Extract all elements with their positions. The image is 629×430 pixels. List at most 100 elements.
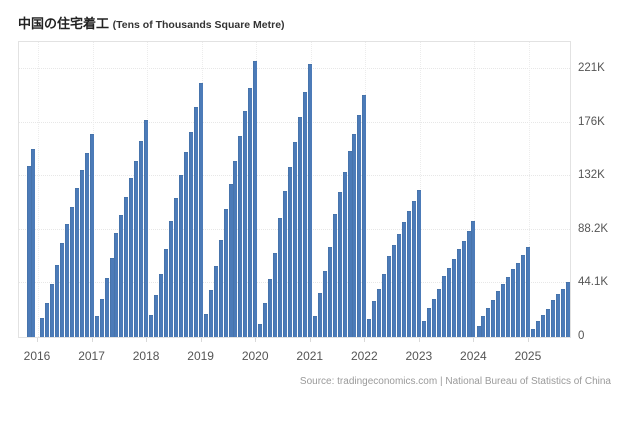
bar[interactable] [74,187,79,337]
bar[interactable] [540,315,545,337]
bar[interactable] [188,131,193,337]
bar[interactable] [268,278,273,337]
bar[interactable] [387,256,392,337]
bar[interactable] [193,107,198,337]
bar[interactable] [491,300,496,337]
bar[interactable] [109,257,114,337]
bar[interactable] [307,64,312,337]
bar[interactable] [64,224,69,337]
bar[interactable] [526,247,531,337]
bar[interactable] [218,240,223,337]
bar[interactable] [302,92,307,337]
bar[interactable] [278,218,283,337]
bar[interactable] [466,230,471,337]
bar[interactable] [79,170,84,337]
bar[interactable] [94,316,99,337]
bar[interactable] [144,119,149,337]
bar[interactable] [99,298,104,337]
bar[interactable] [337,192,342,337]
bar[interactable] [297,117,302,337]
bar[interactable] [203,314,208,337]
bar[interactable] [402,221,407,337]
bar[interactable] [178,175,183,337]
bar[interactable] [292,142,297,337]
bar[interactable] [421,320,426,337]
bar[interactable] [104,278,109,337]
bar[interactable] [253,60,258,337]
bar[interactable] [516,262,521,337]
bar[interactable] [317,293,322,337]
bar[interactable] [312,316,317,337]
bar[interactable] [521,255,526,337]
bar[interactable] [164,249,169,337]
bar[interactable] [273,252,278,337]
bar[interactable] [545,308,550,337]
bar[interactable] [134,160,139,337]
bar[interactable] [228,184,233,337]
bar[interactable] [114,232,119,337]
bar[interactable] [461,240,466,337]
bar[interactable] [198,82,203,337]
bar[interactable] [426,307,431,337]
bar[interactable] [456,249,461,337]
bar[interactable] [342,172,347,337]
bar[interactable] [451,259,456,337]
bar[interactable] [481,316,486,337]
bar[interactable] [486,308,491,337]
bar[interactable] [471,221,476,337]
bar[interactable] [446,267,451,337]
bar[interactable] [233,160,238,337]
bar[interactable] [506,276,511,337]
bar[interactable] [501,283,506,337]
bar[interactable] [441,276,446,337]
bar[interactable] [208,289,213,337]
bar[interactable] [139,140,144,337]
bar[interactable] [213,265,218,337]
bar[interactable] [367,318,372,337]
bar[interactable] [565,281,570,337]
bar[interactable] [347,151,352,337]
bar[interactable] [397,233,402,337]
bar[interactable] [258,324,263,337]
bar[interactable] [54,264,59,337]
bar[interactable] [248,87,253,337]
bar[interactable] [169,220,174,337]
bar[interactable] [159,274,164,337]
bar[interactable] [327,246,332,337]
bar[interactable] [392,244,397,337]
bar[interactable] [129,177,134,337]
bar[interactable] [40,318,45,337]
bar[interactable] [496,290,501,337]
bar[interactable] [89,134,94,337]
bar[interactable] [436,288,441,337]
bar[interactable] [84,153,89,337]
bar[interactable] [288,166,293,337]
bar[interactable] [357,114,362,337]
bar[interactable] [411,201,416,337]
bar[interactable] [183,151,188,337]
bar[interactable] [362,95,367,337]
bar[interactable] [263,302,268,337]
bar[interactable] [283,191,288,337]
bar[interactable] [555,294,560,337]
bar[interactable] [352,134,357,337]
bar[interactable] [476,325,481,337]
bar[interactable] [377,288,382,337]
bar[interactable] [50,284,55,337]
bar[interactable] [322,271,327,337]
bar[interactable] [149,315,154,337]
bar[interactable] [407,210,412,337]
bar[interactable] [59,242,64,337]
bar[interactable] [332,213,337,337]
bar[interactable] [382,274,387,337]
bar[interactable] [238,135,243,337]
bar[interactable] [550,300,555,337]
bar[interactable] [119,215,124,337]
bar[interactable] [31,149,36,337]
bar[interactable] [243,111,248,337]
bar[interactable] [431,299,436,337]
bar[interactable] [45,302,50,337]
bar[interactable] [26,166,31,337]
bar[interactable] [69,207,74,337]
bar[interactable] [154,294,159,337]
